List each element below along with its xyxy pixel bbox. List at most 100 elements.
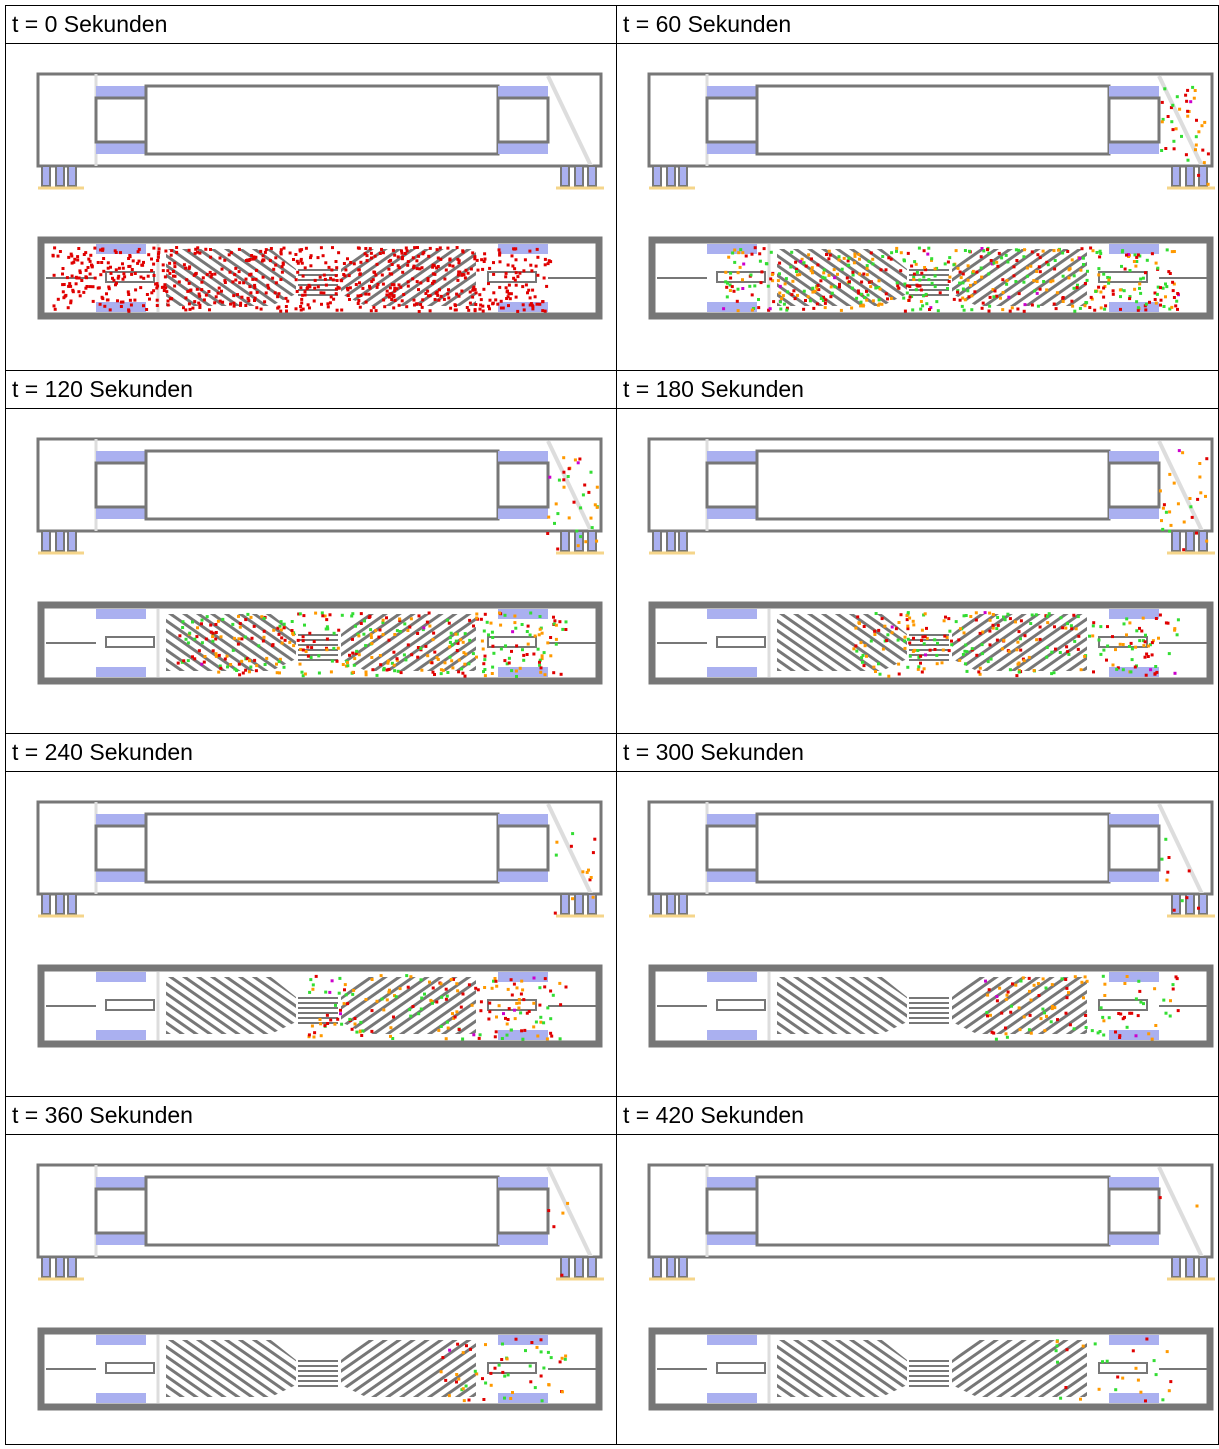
particle [525, 283, 528, 286]
particle [499, 624, 502, 627]
particle [555, 638, 558, 641]
particle [943, 635, 946, 638]
particle [1177, 618, 1180, 621]
particle [510, 978, 513, 981]
particle [265, 657, 268, 660]
particle [1007, 991, 1010, 994]
particle [1073, 640, 1076, 643]
particle [1019, 649, 1022, 652]
particle [140, 264, 143, 267]
particle [163, 289, 166, 292]
particle [383, 667, 386, 670]
particle [454, 304, 457, 307]
particle [1018, 671, 1021, 674]
particle [498, 1004, 501, 1007]
particle [484, 674, 487, 677]
particle [213, 273, 216, 276]
particle [944, 616, 947, 619]
particle [307, 303, 310, 306]
particle [1122, 643, 1125, 646]
particle [1051, 1007, 1054, 1010]
particle [212, 632, 215, 635]
particle [465, 269, 468, 272]
particle [475, 613, 478, 616]
particle [280, 248, 283, 251]
particle [918, 279, 921, 282]
particle [807, 253, 810, 256]
particle [418, 310, 421, 313]
particle [1176, 292, 1179, 295]
particle [506, 290, 509, 293]
simulation-cell [617, 409, 1219, 734]
particle [288, 641, 291, 644]
particle [1036, 253, 1039, 256]
particle [511, 265, 514, 268]
particle [468, 639, 471, 642]
particle [1107, 279, 1110, 282]
particle [54, 308, 57, 311]
particle [304, 266, 307, 269]
particle [1023, 248, 1026, 251]
particle [1197, 130, 1200, 133]
particle [340, 279, 343, 282]
particle [346, 664, 349, 667]
particle [1015, 259, 1018, 262]
particle [543, 277, 546, 280]
particle [1016, 308, 1019, 311]
particle [870, 640, 873, 643]
particle [132, 259, 135, 262]
particle [416, 280, 419, 283]
particle [457, 274, 460, 277]
particle [822, 271, 825, 274]
particle [942, 649, 945, 652]
particle [1013, 265, 1016, 268]
particle [765, 262, 768, 265]
particle [405, 974, 408, 977]
particle [462, 1387, 465, 1390]
particle [522, 998, 525, 1001]
particle [240, 660, 243, 663]
particle [147, 253, 150, 256]
particle [209, 248, 212, 251]
particle [1121, 250, 1124, 253]
particle [1013, 274, 1016, 277]
particle [964, 298, 967, 301]
particle [1181, 899, 1184, 902]
particle [964, 249, 967, 252]
particle [590, 876, 593, 879]
particle [1094, 290, 1097, 293]
particle [935, 300, 938, 303]
particle [866, 267, 869, 270]
particle [399, 286, 402, 289]
particle [329, 613, 332, 616]
particle [1054, 259, 1057, 262]
particle [825, 253, 828, 256]
particle [335, 266, 338, 269]
simulation-image [6, 44, 616, 370]
particle [354, 625, 357, 628]
particle [975, 654, 978, 657]
particle [67, 256, 70, 259]
particle [213, 301, 216, 304]
particle [1134, 265, 1137, 268]
particle [527, 289, 530, 292]
particle [522, 303, 525, 306]
simulation-image [617, 772, 1218, 1096]
particle [1028, 990, 1031, 993]
particle [1105, 659, 1108, 662]
particle [772, 300, 775, 303]
particle [1186, 115, 1189, 118]
particle [1164, 147, 1167, 150]
particle [348, 654, 351, 657]
particle [251, 637, 254, 640]
particle [498, 248, 501, 251]
particle [281, 271, 284, 274]
particle [831, 292, 834, 295]
particle [824, 277, 827, 280]
particle [1162, 999, 1165, 1002]
particle [59, 250, 62, 253]
particle [138, 248, 141, 251]
particle [385, 616, 388, 619]
particle [543, 651, 546, 654]
particle [456, 1343, 459, 1346]
